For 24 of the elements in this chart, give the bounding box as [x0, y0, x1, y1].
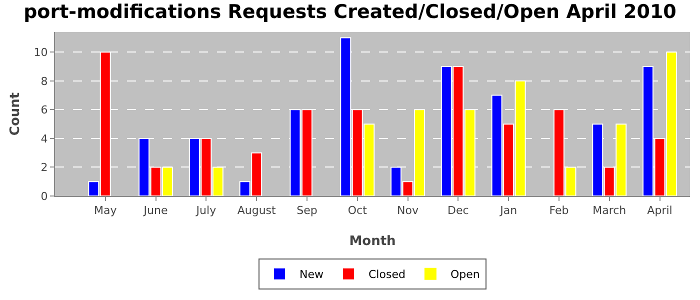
x-tick-label: March	[592, 204, 626, 218]
x-tick-label: Jan	[499, 204, 518, 218]
x-tick-label: Sep	[296, 204, 318, 218]
y-tick-label: 2	[40, 161, 48, 174]
x-tick-label: June	[142, 204, 168, 218]
x-tick-label: May	[94, 204, 118, 218]
x-tick-label: July	[195, 204, 217, 218]
x-axis-title: Month	[349, 234, 396, 249]
y-axis-title: Count	[8, 92, 23, 136]
y-tick-label: 8	[40, 74, 48, 88]
x-tick-label: Dec	[448, 204, 469, 218]
x-tick-label: Oct	[348, 204, 368, 218]
y-tick-label: 4	[40, 132, 48, 146]
y-tick-label: 0	[40, 190, 48, 203]
legend-label: Open	[450, 268, 480, 282]
legend-label: New	[300, 268, 324, 282]
x-tick-label: Nov	[397, 204, 420, 218]
x-tick-label: April	[647, 204, 672, 218]
x-tick-label: August	[237, 204, 277, 218]
x-tick-label: Feb	[549, 204, 569, 218]
y-tick-label: 10	[34, 46, 48, 59]
y-tick-label: 6	[40, 104, 48, 117]
legend-label: Closed	[368, 268, 406, 282]
chart-title: port-modifications Requests Created/Closed/Open April 2010	[24, 0, 676, 23]
